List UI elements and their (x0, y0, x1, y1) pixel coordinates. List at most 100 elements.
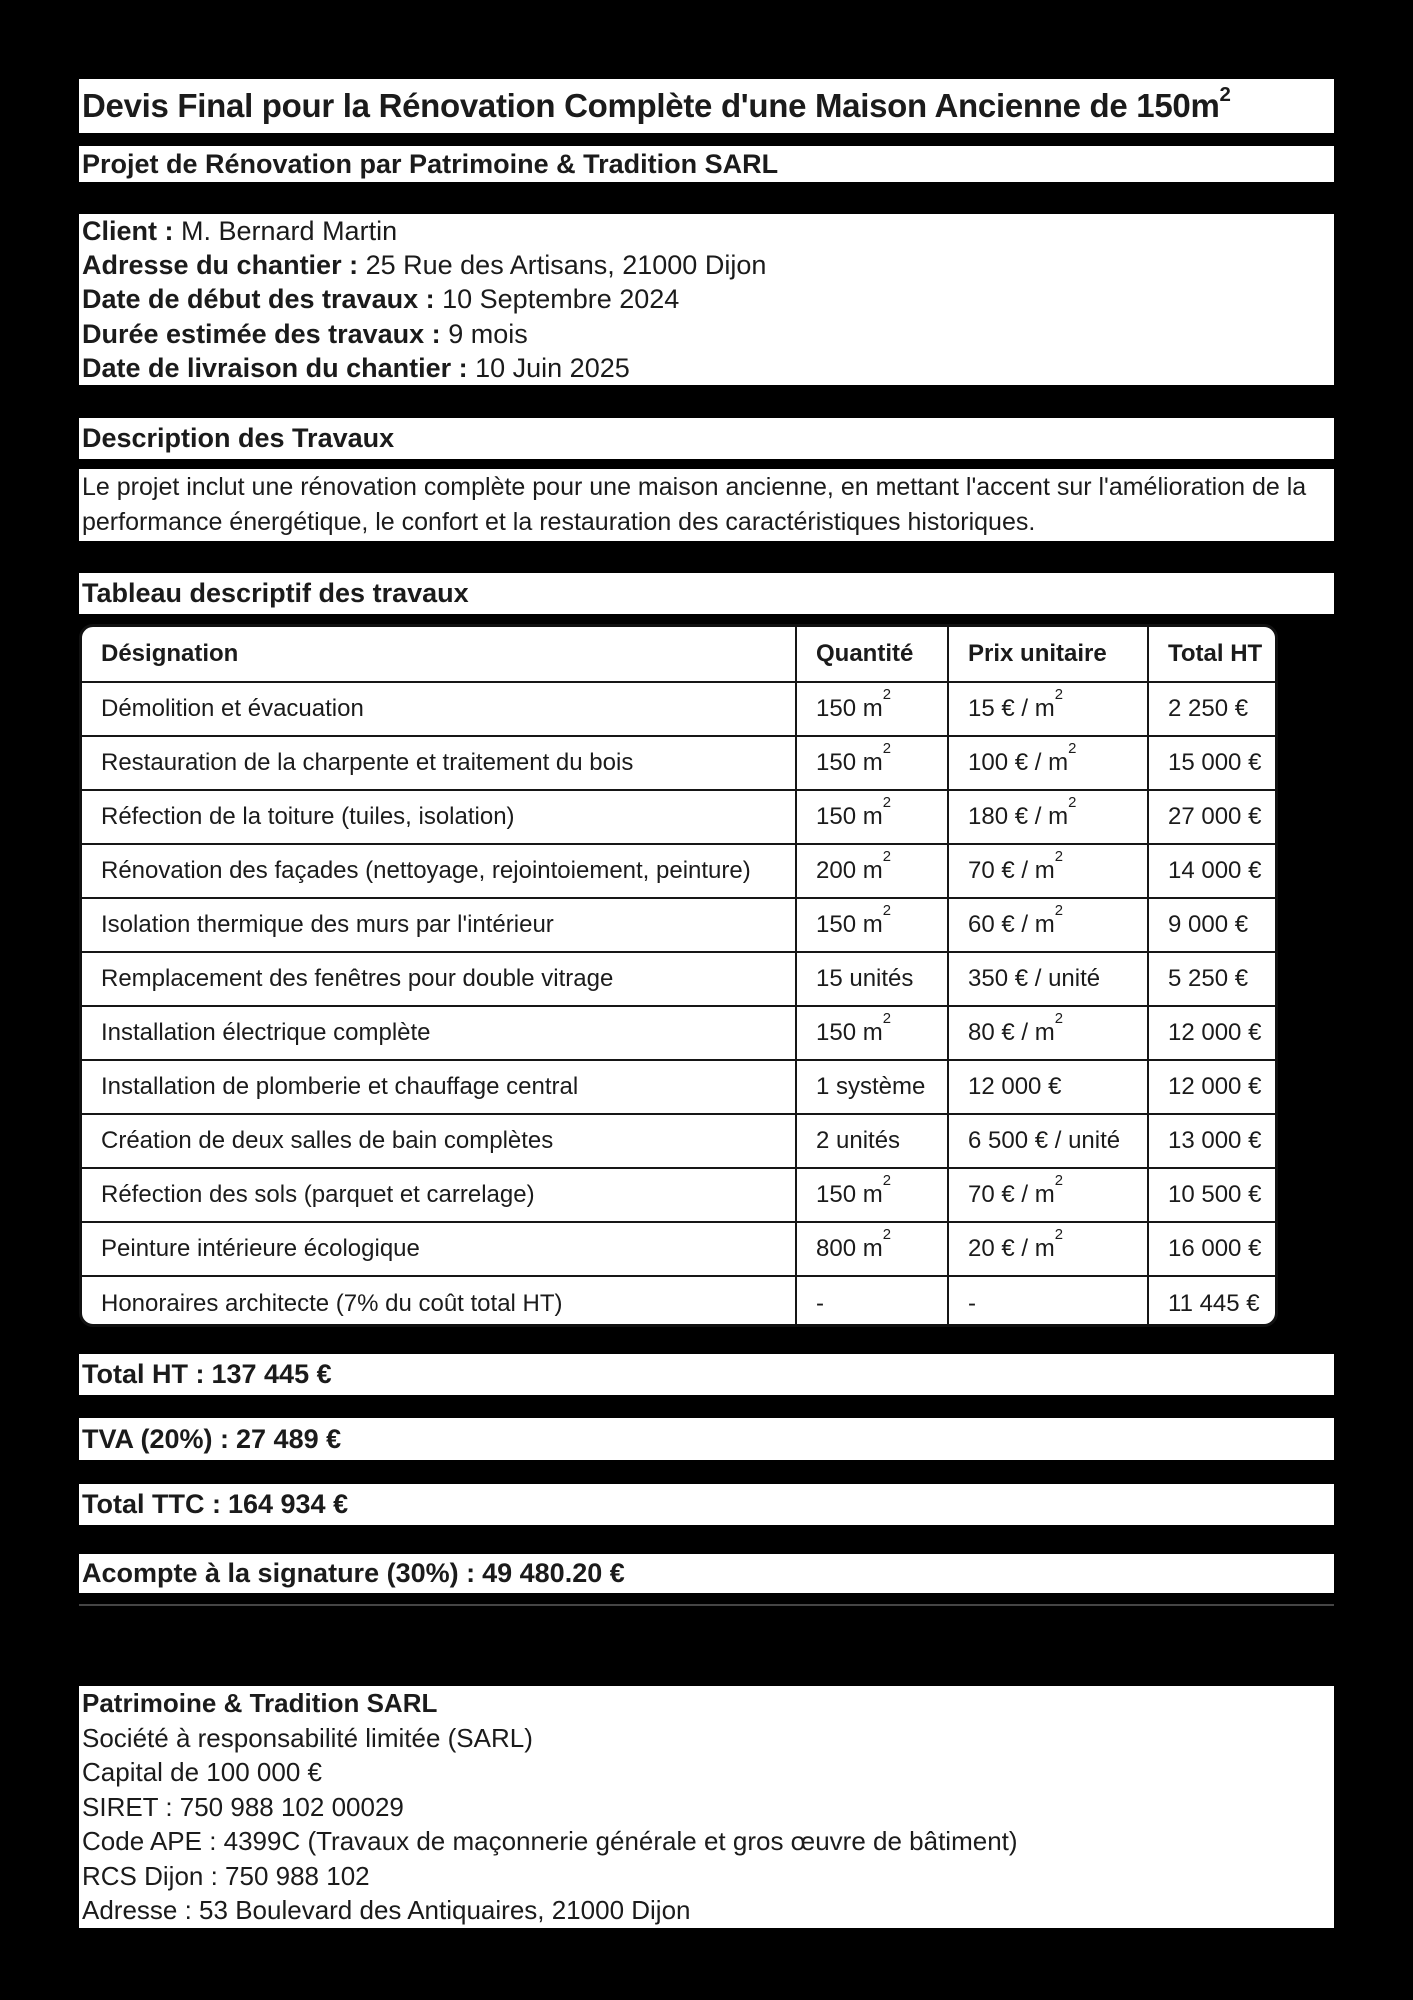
company-name: Patrimoine & Tradition SARL (82, 1688, 438, 1718)
cell-total: 13 000 € (1147, 1113, 1275, 1169)
tva-bar: TVA (20%) :27 489 € (79, 1418, 1334, 1460)
content-column: Devis Final pour la Rénovation Complète … (79, 0, 1334, 1928)
cell-designation: Honoraires architecte (7% du coût total … (82, 1275, 797, 1324)
client-value: 25 Rue des Artisans, 21000 Dijon (365, 250, 767, 281)
table-heading: Tableau descriptif des travaux (79, 573, 1334, 614)
cell-prix: 70 € / m2 (947, 1167, 1149, 1223)
cell-designation: Installation de plomberie et chauffage c… (82, 1059, 797, 1115)
cell-quantite: - (795, 1275, 949, 1324)
table-row: Réfection de la toiture (tuiles, isolati… (82, 789, 1275, 845)
cell-quantite: 150 m2 (795, 897, 949, 953)
client-line: Date de début des travaux : 10 Septembre… (82, 282, 1331, 316)
cell-total: 9 000 € (1147, 897, 1275, 953)
cell-designation: Installation électrique complète (82, 1005, 797, 1061)
cell-total: 15 000 € (1147, 735, 1275, 791)
works-table: Désignation Quantité Prix unitaire Total… (79, 624, 1278, 1327)
tva-label: TVA (20%) : (82, 1423, 230, 1454)
cell-quantite: 2 unités (795, 1113, 949, 1169)
cell-quantite: 1 système (795, 1059, 949, 1115)
cell-designation: Rénovation des façades (nettoyage, rejoi… (82, 843, 797, 899)
cell-prix: 20 € / m2 (947, 1221, 1149, 1277)
company-code-ape: Code APE : 4399C (Travaux de maçonnerie … (82, 1826, 1018, 1856)
cell-prix: 70 € / m2 (947, 843, 1149, 899)
cell-prix: - (947, 1275, 1149, 1324)
cell-prix: 80 € / m2 (947, 1005, 1149, 1061)
total-ht-value: 137 445 € (211, 1359, 332, 1389)
cell-designation: Démolition et évacuation (82, 681, 797, 737)
acompte-bar: Acompte à la signature (30%) :49 480.20 … (79, 1554, 1334, 1593)
tva-value: 27 489 € (236, 1423, 342, 1454)
document-subtitle: Projet de Rénovation par Patrimoine & Tr… (79, 146, 1334, 182)
cell-designation: Création de deux salles de bain complète… (82, 1113, 797, 1169)
acompte-label: Acompte à la signature (30%) : (82, 1558, 476, 1588)
table-row: Installation électrique complète 150 m2 80… (82, 1005, 1275, 1061)
table-row: Remplacement des fenêtres pour double vi… (82, 951, 1275, 1007)
cell-total: 5 250 € (1147, 951, 1275, 1007)
cell-quantite: 150 m2 (795, 789, 949, 845)
cell-designation: Réfection de la toiture (tuiles, isolati… (82, 789, 797, 845)
cell-quantite: 800 m2 (795, 1221, 949, 1277)
description-paragraph: Le projet inclut une rénovation complète… (79, 469, 1334, 541)
cell-quantite: 150 m2 (795, 1005, 949, 1061)
cell-quantite: 150 m2 (795, 681, 949, 737)
document-title: Devis Final pour la Rénovation Complète … (79, 79, 1334, 133)
cell-designation: Restauration de la charpente et traiteme… (82, 735, 797, 791)
cell-total: 2 250 € (1147, 681, 1275, 737)
cell-total: 27 000 € (1147, 789, 1275, 845)
total-ttc-bar: Total TTC :164 934 € (79, 1484, 1334, 1525)
client-info-block: Client : M. Bernard Martin Adresse du ch… (79, 214, 1334, 385)
total-ttc-label: Total TTC : (82, 1489, 221, 1519)
footer-divider (79, 1604, 1334, 1606)
company-address: Adresse : 53 Boulevard des Antiquaires, … (82, 1895, 691, 1925)
client-line: Adresse du chantier : 25 Rue des Artisan… (82, 248, 1331, 282)
client-line: Durée estimée des travaux : 9 mois (82, 317, 1331, 351)
client-value: 10 Septembre 2024 (442, 284, 680, 315)
client-label: Date de livraison du chantier : (82, 352, 468, 383)
cell-prix: 350 € / unité (947, 951, 1149, 1007)
cell-quantite: 200 m2 (795, 843, 949, 899)
client-label: Date de début des travaux : (82, 284, 435, 315)
table-row: Rénovation des façades (nettoyage, rejoi… (82, 843, 1275, 899)
cell-prix: 15 € / m2 (947, 681, 1149, 737)
client-line: Client : M. Bernard Martin (82, 214, 1331, 248)
table-row: Isolation thermique des murs par l'intér… (82, 897, 1275, 953)
client-line: Date de livraison du chantier : 10 Juin … (82, 351, 1331, 385)
total-ht-label: Total HT : (82, 1359, 205, 1389)
client-value: M. Bernard Martin (181, 216, 398, 246)
table-row: Restauration de la charpente et traiteme… (82, 735, 1275, 791)
description-heading: Description des Travaux (79, 418, 1334, 459)
column-header-total-ht: Total HT (1147, 627, 1275, 683)
cell-designation: Peinture intérieure écologique (82, 1221, 797, 1277)
client-value: 10 Juin 2025 (475, 352, 630, 383)
table-row: Création de deux salles de bain complète… (82, 1113, 1275, 1169)
company-legal-form: Société à responsabilité limitée (SARL) (82, 1722, 533, 1753)
cell-total: 10 500 € (1147, 1167, 1275, 1223)
company-capital: Capital de 100 000 € (82, 1757, 322, 1787)
cell-quantite: 150 m2 (795, 735, 949, 791)
company-info-block: Patrimoine & Tradition SARL Société à re… (79, 1686, 1334, 1928)
table-row: Démolition et évacuation 150 m2 15 € / m2 2… (82, 681, 1275, 737)
column-header-designation: Désignation (82, 627, 797, 683)
cell-total: 14 000 € (1147, 843, 1275, 899)
column-header-prix-unitaire: Prix unitaire (947, 627, 1149, 683)
cell-total: 16 000 € (1147, 1221, 1275, 1277)
cell-prix: 6 500 € / unité (947, 1113, 1149, 1169)
table-header-row: Désignation Quantité Prix unitaire Total… (82, 627, 1275, 683)
cell-designation: Réfection des sols (parquet et carrelage… (82, 1167, 797, 1223)
cell-quantite: 150 m2 (795, 1167, 949, 1223)
client-value: 9 mois (448, 318, 528, 349)
client-label: Adresse du chantier : (82, 250, 359, 281)
cell-prix: 12 000 € (947, 1059, 1149, 1115)
cell-quantite: 15 unités (795, 951, 949, 1007)
company-rcs: RCS Dijon : 750 988 102 (82, 1860, 370, 1891)
table-row: Honoraires architecte (7% du coût total … (82, 1275, 1275, 1324)
cell-prix: 60 € / m2 (947, 897, 1149, 953)
company-siret: SIRET : 750 988 102 00029 (82, 1791, 404, 1822)
cell-total: 12 000 € (1147, 1005, 1275, 1061)
cell-total: 12 000 € (1147, 1059, 1275, 1115)
total-ttc-value: 164 934 € (227, 1489, 349, 1519)
column-header-quantite: Quantité (795, 627, 949, 683)
cell-designation: Remplacement des fenêtres pour double vi… (82, 951, 797, 1007)
table-row: Peinture intérieure écologique 800 m2 20 €… (82, 1221, 1275, 1277)
